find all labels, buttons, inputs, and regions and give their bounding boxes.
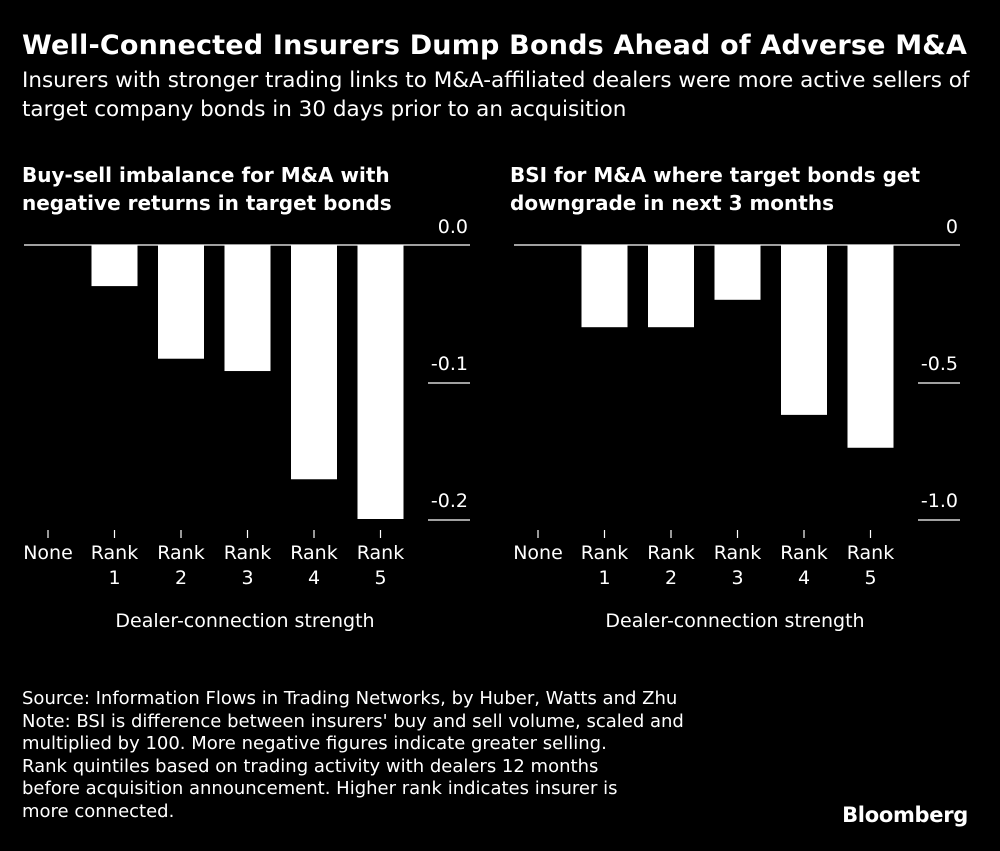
- y-tick-label: 0: [946, 216, 958, 238]
- x-tick-label: 2: [665, 567, 677, 589]
- right-panel-title: BSI for M&A where target bonds get downg…: [510, 163, 921, 215]
- source-line: Source: Information Flows in Trading Net…: [22, 688, 678, 709]
- bar-rank-5: [847, 245, 894, 448]
- bar-rank-3: [714, 245, 761, 300]
- x-tick-label: Rank: [224, 542, 271, 564]
- y-tick-label: -1.0: [921, 490, 958, 512]
- note-line-1: Note: BSI is difference between insurers…: [22, 710, 684, 732]
- note-line-5: more connected.: [22, 800, 175, 822]
- x-tick-label: 1: [108, 567, 120, 589]
- y-tick-label: -0.1: [431, 353, 468, 375]
- footer-notes: Source: Information Flows in Trading Net…: [22, 688, 822, 824]
- x-tick-label: 5: [374, 567, 386, 589]
- bar-rank-4: [291, 245, 337, 480]
- x-tick-label: 3: [241, 567, 253, 589]
- x-axis-title: Dealer-connection strength: [115, 610, 374, 632]
- x-tick-label: Rank: [290, 542, 337, 564]
- note-line-2: multiplied by 100. More negative figures…: [22, 733, 607, 755]
- bar-rank-2: [158, 245, 204, 359]
- x-tick-label: 2: [175, 567, 187, 589]
- y-tick-label: -0.5: [921, 353, 958, 375]
- x-tick-label: None: [513, 542, 563, 564]
- x-tick-label: Rank: [847, 542, 894, 564]
- note-line-4: before acquisition announcement. Higher …: [22, 778, 618, 800]
- x-tick-label: 5: [864, 567, 876, 589]
- x-tick-label: Rank: [780, 542, 827, 564]
- bar-rank-1: [581, 245, 628, 328]
- x-tick-label: Rank: [91, 542, 138, 564]
- x-tick-label: Rank: [581, 542, 628, 564]
- x-tick-label: 4: [308, 567, 320, 589]
- bar-rank-1: [91, 245, 138, 287]
- left-bar-chart: 0.0 -0.1 -0.2 None Rank 1 Rank 2 Rank 3 Rank 4 Rank 5…: [23, 216, 470, 632]
- x-tick-label: 4: [798, 567, 810, 589]
- chart-subtitle: Insurers with stronger trading links to …: [22, 68, 970, 122]
- bar-rank-3: [224, 245, 271, 372]
- x-tick-label: Rank: [157, 542, 204, 564]
- x-axis-title: Dealer-connection strength: [605, 610, 864, 632]
- note-line-3: Rank quintiles based on trading activity…: [22, 755, 599, 777]
- bar-rank-2: [648, 245, 694, 328]
- x-tick-label: Rank: [714, 542, 761, 564]
- bar-rank-5: [357, 245, 404, 519]
- x-tick-label: Rank: [357, 542, 404, 564]
- x-tick-label: Rank: [647, 542, 694, 564]
- left-panel-title: Buy-sell imbalance for M&A with negative…: [22, 163, 392, 215]
- bloomberg-logo: Bloomberg: [842, 803, 968, 827]
- y-tick-label: -0.2: [431, 490, 468, 512]
- right-bar-chart: 0 -0.5 -1.0 None Rank 1 Rank 2 Rank 3 Rank 4 Rank 5De…: [513, 216, 960, 632]
- y-tick-label: 0.0: [438, 216, 468, 238]
- x-tick-label: None: [23, 542, 73, 564]
- x-tick-label: 3: [731, 567, 743, 589]
- bar-rank-4: [781, 245, 827, 415]
- chart-title: Well-Connected Insurers Dump Bonds Ahead…: [22, 30, 968, 61]
- x-tick-label: 1: [598, 567, 610, 589]
